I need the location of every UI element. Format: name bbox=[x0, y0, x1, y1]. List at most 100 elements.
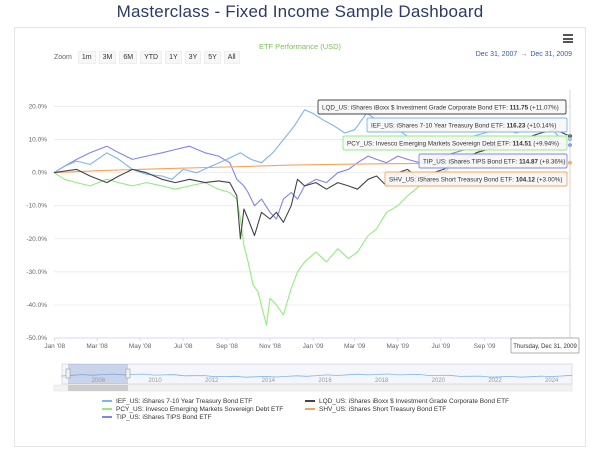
tooltip-box bbox=[384, 171, 568, 187]
tooltip-value: 116.23 bbox=[506, 123, 525, 130]
tooltip-change: (+10.14%) bbox=[525, 123, 556, 130]
dashboard-title: Masterclass - Fixed Income Sample Dashbo… bbox=[116, 2, 484, 21]
zoom-button-3m[interactable]: 3M bbox=[98, 51, 117, 64]
navigator-year-label: 2008 bbox=[92, 378, 106, 384]
zoom-button-1m[interactable]: 1m bbox=[77, 51, 96, 64]
navigator-scrollbar[interactable] bbox=[53, 384, 573, 392]
x-tick-label: May '09 bbox=[386, 343, 409, 350]
navigator-year-label: 2018 bbox=[375, 378, 389, 384]
crosshair-date-box bbox=[510, 337, 580, 354]
tooltip-change: (+8.36%) bbox=[538, 159, 565, 166]
x-tick-label: Jan '08 bbox=[44, 343, 65, 350]
tooltip-box bbox=[418, 153, 568, 169]
zoom-button-1y[interactable]: 1Y bbox=[165, 51, 182, 64]
range-from-input[interactable]: Dec 31, 2007 bbox=[475, 51, 518, 58]
zoom-bar: Zoom 1m 3M 6M YTD 1Y 3Y 5Y All bbox=[54, 51, 240, 64]
legend-col-right: LQD_US: iShares iBoxx $ Investment Grade… bbox=[305, 397, 509, 413]
range-arrow: → bbox=[520, 51, 528, 58]
tooltips: LQD_US: iShares iBoxx $ Investment Grade… bbox=[317, 99, 568, 187]
tooltip-label: SHV_US: iShares Short Treasury Bond ETF: bbox=[389, 177, 516, 184]
tooltip-value: 114.51 bbox=[513, 141, 532, 148]
tooltip-label: PCY_US: Invesco Emerging Markets Soverei… bbox=[347, 141, 513, 148]
y-tick-label: -20.0% bbox=[26, 236, 47, 243]
tooltip-value: 114.87 bbox=[519, 159, 538, 166]
chart-title: ETF Performance (USD) bbox=[259, 42, 342, 51]
tooltip-text: PCY_US: Invesco Emerging Markets Soverei… bbox=[347, 141, 559, 148]
y-tick-label: -30.0% bbox=[26, 269, 47, 276]
x-tick-label: Sep '09 bbox=[474, 343, 496, 350]
crosshair-date-label: Thursday, Dec 31, 2009 bbox=[513, 344, 577, 350]
legend-item-ief[interactable]: IEF_US: iShares 7-10 Year Treasury Bond … bbox=[102, 397, 283, 405]
x-axis-ticks: Jan '08 Mar '08 May '08 Jul '08 Sep '08 Nov '… bbox=[44, 337, 570, 350]
tooltip: IEF_US: iShares 7-10 Year Treasury Bond … bbox=[366, 117, 568, 133]
legend-swatch-shv bbox=[305, 408, 315, 410]
zoom-button-ytd[interactable]: YTD bbox=[140, 51, 163, 64]
tooltip-text: LQD_US: iShares iBoxx $ Investment Grade… bbox=[322, 105, 559, 112]
x-tick-label: Jan '09 bbox=[303, 343, 324, 350]
legend-swatch-tip bbox=[102, 416, 112, 418]
navigator-series bbox=[61, 373, 573, 378]
tooltip-box bbox=[366, 117, 568, 133]
navigator-handle-left[interactable] bbox=[65, 368, 71, 379]
zoom-button-all[interactable]: All bbox=[223, 51, 240, 64]
crosshair: Thursday, Dec 31, 2009 bbox=[510, 90, 580, 354]
tooltip-change: (+9.94%) bbox=[531, 141, 558, 148]
x-tick-label: Mar '08 bbox=[86, 343, 108, 350]
navigator[interactable]: 2008 2010 2012 2014 2016 2018 2020 2022 2024 bbox=[53, 363, 573, 392]
y-tick-label: 10.0% bbox=[29, 137, 48, 144]
navigator-track[interactable] bbox=[61, 363, 573, 385]
y-tick-label: 0.0% bbox=[32, 170, 47, 177]
tooltip: SHV_US: iShares Short Treasury Bond ETF:… bbox=[384, 171, 568, 187]
legend-swatch-pcy bbox=[102, 408, 112, 410]
y-axis-ticks: 20.0% 10.0% 0.0% -10.0% -20.0% -30.0% -40.0% -5… bbox=[26, 104, 47, 342]
navigator-handle-right[interactable] bbox=[125, 368, 131, 379]
tooltip: TIP_US: iShares TIPS Bond ETF: 114.87 (+… bbox=[418, 153, 568, 169]
y-tick-label: -10.0% bbox=[26, 203, 47, 210]
tooltip: LQD_US: iShares iBoxx $ Investment Grade… bbox=[317, 99, 567, 115]
legend-col-left: IEF_US: iShares 7-10 Year Treasury Bond … bbox=[102, 397, 283, 421]
zoom-label: Zoom bbox=[54, 54, 72, 61]
x-tick-label: Nov '08 bbox=[259, 343, 281, 350]
tooltip-label: IEF_US: iShares 7-10 Year Treasury Bond … bbox=[371, 123, 506, 130]
zoom-button-3y[interactable]: 3Y bbox=[184, 51, 202, 64]
x-tick-label: May '08 bbox=[129, 343, 152, 350]
tooltip-box bbox=[342, 135, 568, 151]
tooltip-text: IEF_US: iShares 7-10 Year Treasury Bond … bbox=[371, 123, 556, 130]
tooltip-label: TIP_US: iShares TIPS Bond ETF: bbox=[423, 159, 519, 166]
y-tick-label: -40.0% bbox=[26, 302, 47, 309]
zoom-button-5y[interactable]: 5Y bbox=[204, 51, 221, 64]
legend-swatch-lqd bbox=[305, 400, 315, 402]
legend-item-pcy[interactable]: PCY_US: Invesco Emerging Markets Soverei… bbox=[102, 405, 283, 413]
navigator-year-label: 2016 bbox=[318, 378, 332, 384]
y-tick-label: -50.0% bbox=[26, 335, 47, 342]
legend-item-lqd[interactable]: LQD_US: iShares iBoxx $ Investment Grade… bbox=[305, 397, 509, 405]
navigator-selection[interactable] bbox=[68, 364, 128, 384]
navigator-year-label: 2020 bbox=[432, 378, 446, 384]
tooltip: PCY_US: Invesco Emerging Markets Soverei… bbox=[342, 135, 568, 151]
x-tick-label: Jul '08 bbox=[174, 343, 193, 350]
navigator-year-label: 2022 bbox=[488, 378, 502, 384]
navigator-year-label: 2024 bbox=[545, 378, 559, 384]
range-to-input[interactable]: Dec 31, 2009 bbox=[530, 51, 572, 58]
x-tick-label: Sep '08 bbox=[216, 343, 238, 350]
x-tick-label: Jul '09 bbox=[432, 343, 451, 350]
tooltip-change: (+3.00%) bbox=[535, 177, 562, 184]
tooltip-label: LQD_US: iShares iBoxx $ Investment Grade… bbox=[322, 105, 510, 112]
tooltip-value: 111.75 bbox=[510, 105, 529, 112]
legend-item-shv[interactable]: SHV_US: iShares Short Treasury Bond ETF bbox=[305, 405, 509, 413]
date-range: Dec 31, 2007 → Dec 31, 2009 bbox=[476, 51, 572, 58]
legend-item-tip[interactable]: TIP_US: iShares TIPS Bond ETF bbox=[102, 413, 283, 421]
navigator-year-label: 2012 bbox=[205, 378, 219, 384]
y-tick-label: 20.0% bbox=[29, 104, 48, 111]
navigator-scrollbar-thumb[interactable] bbox=[68, 385, 128, 391]
x-tick-label: Mar '09 bbox=[344, 343, 366, 350]
legend-swatch-ief bbox=[102, 400, 112, 402]
navigator-year-label: 2010 bbox=[148, 378, 162, 384]
tooltip-text: SHV_US: iShares Short Treasury Bond ETF:… bbox=[389, 177, 562, 184]
tooltip-change: (+11.07%) bbox=[528, 105, 559, 112]
tooltip-text: TIP_US: iShares TIPS Bond ETF: 114.87 (+… bbox=[423, 159, 566, 166]
tooltip-box bbox=[317, 99, 567, 115]
chart-menu-icon[interactable] bbox=[563, 34, 573, 43]
zoom-button-6m[interactable]: 6M bbox=[119, 51, 138, 64]
